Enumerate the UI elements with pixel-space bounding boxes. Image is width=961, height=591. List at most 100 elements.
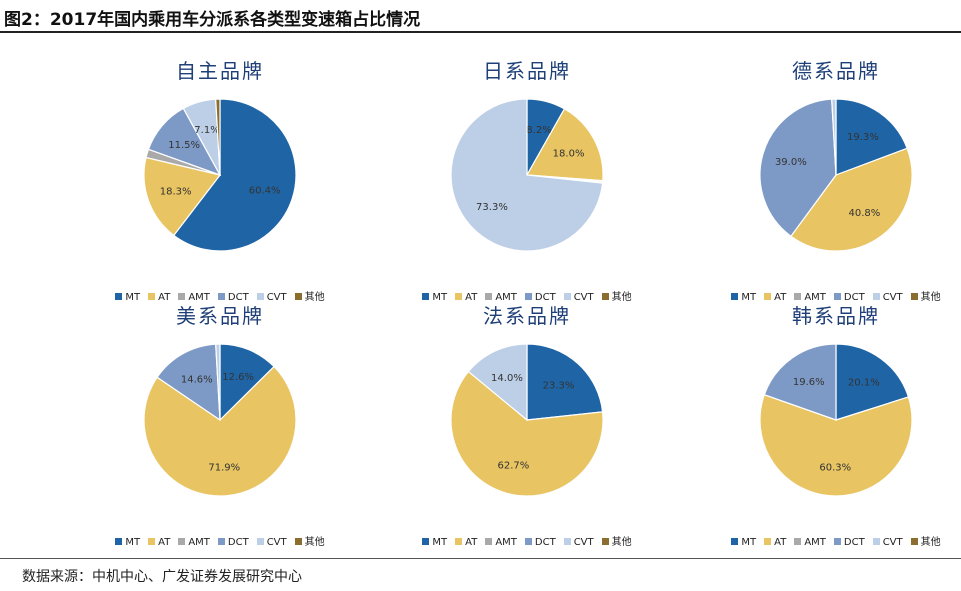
legend-item-amt: AMT (794, 292, 826, 303)
legend-item-cvt: CVT (563, 292, 594, 303)
legend-swatch (910, 293, 918, 300)
pie-slice-dct (763, 343, 837, 421)
pie-slice-cvt (215, 343, 221, 421)
legend-swatch (178, 538, 186, 545)
pie-chart-american: 12.6% 71.9% 14.6% (143, 343, 297, 497)
legend-item-mt: MT (422, 537, 447, 548)
source-note: 数据来源：中机中心、广发证券发展研究中心 (22, 569, 302, 585)
pie-slice-mt (172, 98, 297, 252)
legend-label: 其他 (920, 292, 941, 303)
slice-label-mt: 60.4% (249, 186, 281, 197)
legend: MT AT AMT DCT CVT 其他 (70, 288, 370, 303)
legend-swatch (764, 293, 772, 300)
legend-label: AMT (188, 537, 210, 548)
legend-swatch (485, 538, 493, 545)
legend-swatch (256, 538, 264, 545)
legend-swatch (217, 538, 225, 545)
legend-item-amt: AMT (485, 537, 517, 548)
legend-swatch (910, 538, 918, 545)
legend-label: CVT (573, 292, 594, 303)
slice-label-mt: 20.1% (848, 377, 880, 388)
legend-swatch (148, 293, 156, 300)
legend-swatch (833, 293, 841, 300)
legend-item-at: AT (148, 537, 170, 548)
pie-slice-dct (759, 98, 837, 238)
legend-swatch (422, 538, 430, 545)
legend-item-other: 其他 (910, 288, 941, 303)
legend-label: MT (125, 292, 141, 303)
legend: MT AT AMT DCT CVT 其他 (377, 533, 677, 548)
slice-label-cvt: 73.3% (476, 202, 508, 213)
legend-item-dct: DCT (833, 537, 865, 548)
pie-chart-korean: 20.1% 60.3% 19.6% (759, 343, 913, 497)
legend-label: DCT (843, 537, 865, 548)
pie-title: 德系品牌 (792, 59, 880, 83)
bottom-divider (0, 558, 961, 559)
legend-swatch (794, 293, 802, 300)
legend-label: MT (125, 537, 141, 548)
legend-item-at: AT (764, 292, 786, 303)
pie-title: 日系品牌 (483, 59, 571, 83)
legend-item-other: 其他 (294, 533, 325, 548)
pie-title: 韩系品牌 (792, 304, 880, 328)
legend-item-dct: DCT (524, 292, 556, 303)
legend-label: AMT (495, 292, 517, 303)
legend-swatch (794, 538, 802, 545)
legend-item-dct: DCT (217, 292, 249, 303)
legend-item-amt: AMT (178, 537, 210, 548)
legend-item-cvt: CVT (872, 292, 903, 303)
legend-item-dct: DCT (524, 537, 556, 548)
slice-label-mt: 23.3% (543, 380, 575, 391)
legend-label: AMT (188, 292, 210, 303)
legend-label: 其他 (304, 537, 325, 548)
legend-item-cvt: CVT (872, 537, 903, 548)
legend-item-mt: MT (115, 292, 140, 303)
legend-label: DCT (227, 292, 249, 303)
pie-slice-at (790, 147, 913, 252)
legend-label: CVT (266, 537, 287, 548)
legend-label: AT (465, 292, 478, 303)
legend-swatch (256, 293, 264, 300)
legend-item-other: 其他 (601, 288, 632, 303)
pie-slice-mt (219, 343, 275, 422)
legend-item-cvt: CVT (256, 537, 287, 548)
legend-swatch (563, 538, 571, 545)
figure-title: 图2：2017年国内乘用车分派系各类型变速箱占比情况 (4, 10, 421, 30)
legend-swatch (601, 538, 609, 545)
legend-swatch (731, 538, 739, 545)
legend-item-other: 其他 (910, 533, 941, 548)
legend-swatch (833, 538, 841, 545)
slice-label-cvt: 14.0% (491, 373, 523, 384)
legend-label: MT (432, 292, 448, 303)
slice-label-at: 18.0% (553, 148, 585, 159)
legend-item-at: AT (148, 292, 170, 303)
pie-title: 美系品牌 (176, 304, 264, 328)
legend: MT AT AMT DCT CVT 其他 (686, 533, 961, 548)
pie-slice-cvt (467, 343, 528, 422)
pie-panel-french: 法系品牌 23.3% 62.7% 14.0% MT AT AMT DCT CVT 其他 (377, 300, 677, 550)
pie-chart-domestic: 60.4% 18.3% 11.5% 7.1% (143, 98, 297, 252)
pie-panel-domestic: 自主品牌 60.4% 18.3% 11.5% 7.1% MT AT AMT DCT CVT 其他 (70, 55, 370, 305)
legend-label: AMT (804, 292, 826, 303)
legend-label: AT (774, 292, 787, 303)
legend-swatch (563, 293, 571, 300)
slice-label-dct: 14.6% (181, 375, 213, 386)
legend-label: AT (158, 537, 171, 548)
slice-label-cvt: 7.1% (194, 125, 219, 136)
legend-label: AT (774, 537, 787, 548)
legend-label: 其他 (920, 537, 941, 548)
pie-chart-french: 23.3% 62.7% 14.0% (450, 343, 604, 497)
legend-label: AMT (495, 537, 517, 548)
pie-title: 自主品牌 (176, 59, 264, 83)
slice-label-dct: 11.5% (168, 140, 200, 151)
pie-panel-american: 美系品牌 12.6% 71.9% 14.6% MT AT AMT DCT CVT 其他 (70, 300, 370, 550)
pie-slice-at (143, 156, 222, 237)
pie-slice-at (143, 365, 297, 497)
legend-swatch (422, 293, 430, 300)
legend-label: MT (432, 537, 448, 548)
slice-label-at: 71.9% (208, 462, 240, 473)
legend-swatch (524, 538, 532, 545)
pie-slice-cvt (831, 98, 837, 176)
legend-swatch (148, 538, 156, 545)
legend-item-other: 其他 (294, 288, 325, 303)
